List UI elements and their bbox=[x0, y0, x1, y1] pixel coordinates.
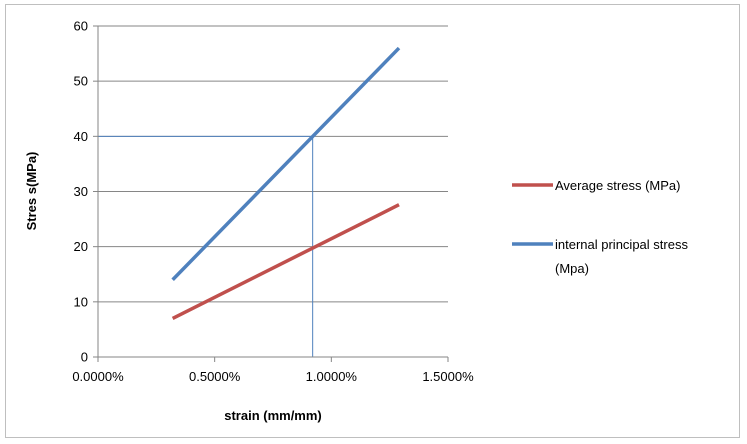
axes bbox=[93, 25, 449, 362]
y-tick-label: 20 bbox=[74, 239, 88, 254]
y-tick-label: 60 bbox=[74, 19, 88, 34]
x-tick-label: 1.5000% bbox=[422, 369, 474, 384]
gridlines bbox=[98, 25, 448, 303]
series-line-internal-principal-stress bbox=[171, 46, 401, 281]
legend: Average stress (MPa) internal principal s… bbox=[512, 178, 688, 276]
series-line-average-stress bbox=[171, 203, 400, 320]
y-tick-label: 50 bbox=[74, 74, 88, 89]
x-tick-label: 0.0000% bbox=[72, 369, 124, 384]
legend-label: internal principal stress (Mpa) bbox=[555, 237, 688, 276]
x-tick-label: 0.5000% bbox=[189, 369, 241, 384]
y-tick-label: 30 bbox=[74, 184, 88, 199]
y-tick-label: 10 bbox=[74, 294, 88, 309]
y-tick-label: 40 bbox=[74, 129, 88, 144]
tick-labels: 0 10 20 30 40 50 60 0.0000% 0.5000% 1.0000% 1.5000… bbox=[72, 19, 474, 385]
y-axis-title: Stres s(MPa) bbox=[24, 152, 39, 231]
series-lines bbox=[171, 46, 401, 320]
x-tick-label: 1.0000% bbox=[306, 369, 358, 384]
x-axis-title: strain (mm/mm) bbox=[224, 408, 322, 423]
y-tick-label: 0 bbox=[81, 350, 88, 365]
legend-label: Average stress (MPa) bbox=[555, 178, 680, 193]
